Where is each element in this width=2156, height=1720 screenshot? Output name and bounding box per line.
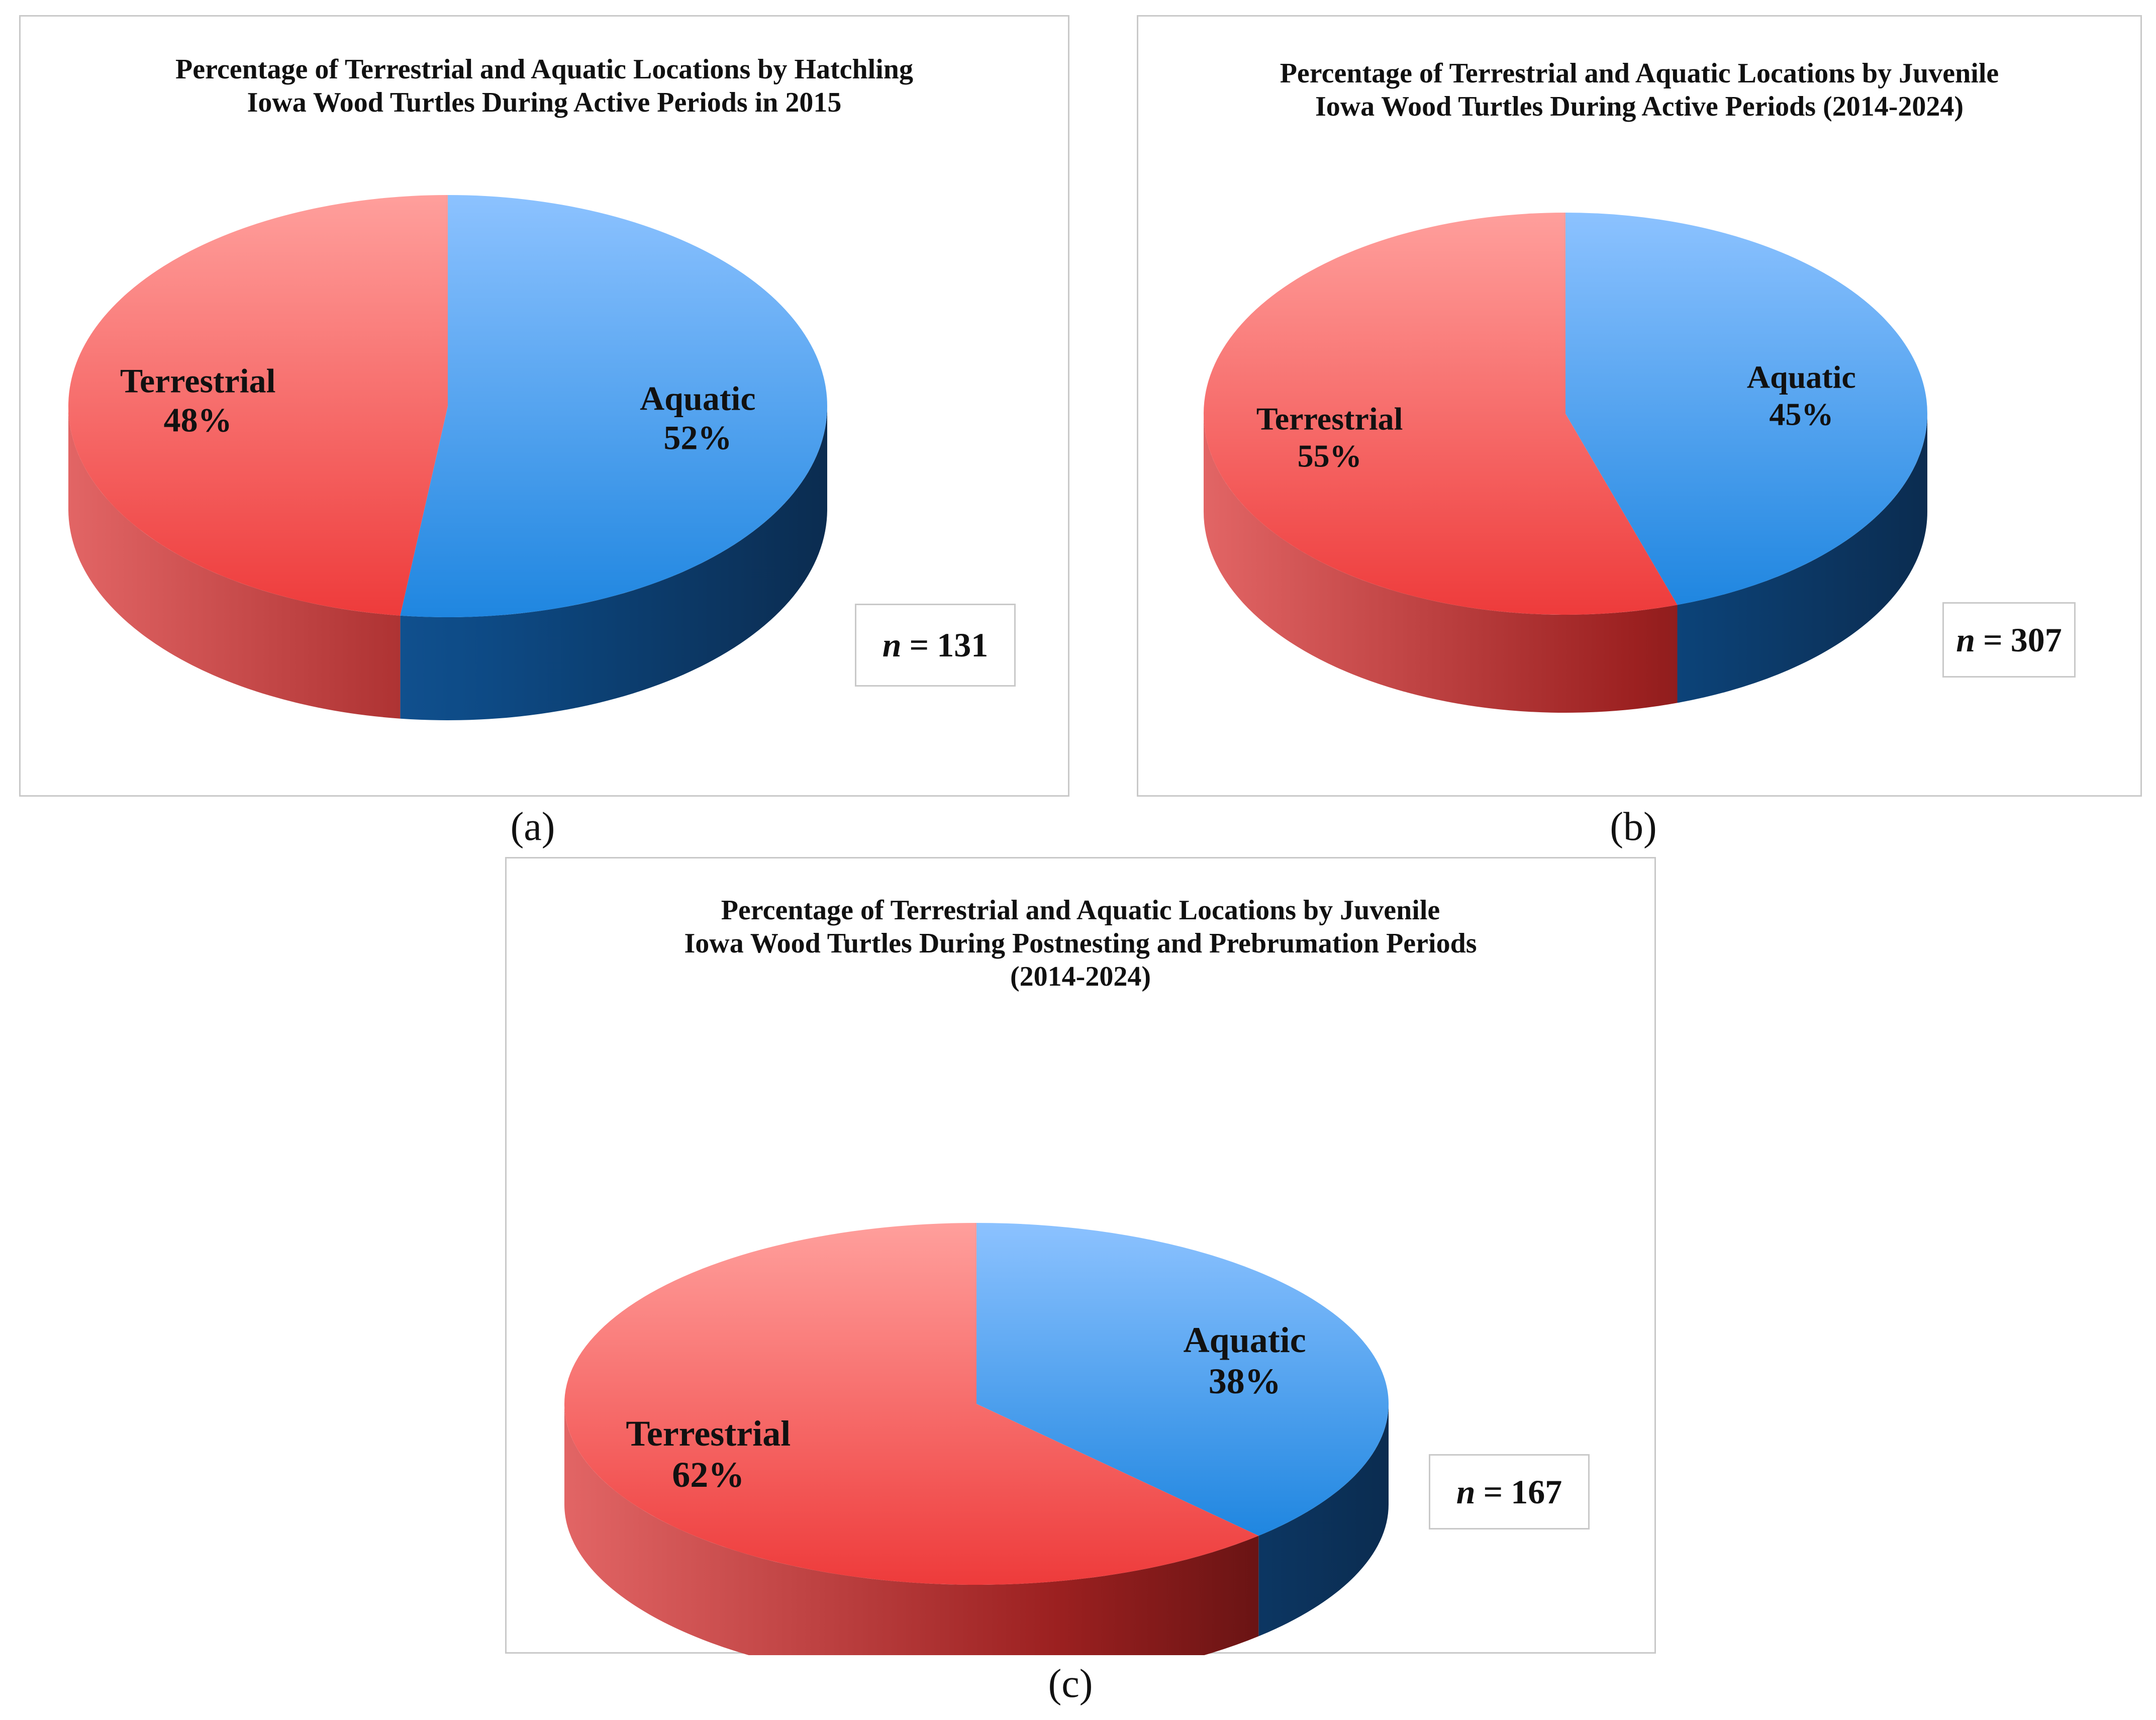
sample-size-box-c: n = 167 [1429, 1454, 1590, 1530]
sample-size-symbol: n [1956, 620, 1976, 659]
chart-panel-a: Percentage of Terrestrial and Aquatic Lo… [19, 15, 1069, 797]
slice-value-aquatic: 52% [663, 418, 732, 456]
panel-label-a: (a) [510, 805, 555, 849]
slice-value-terrestrial: 55% [1298, 438, 1362, 473]
pie-side-terrestrial [564, 1404, 1259, 1655]
chart-title-c: Percentage of Terrestrial and Aquatic Lo… [684, 895, 1477, 992]
sample-size-box-b: n = 307 [1942, 602, 2076, 678]
slice-label-terrestrial: Terrestrial [626, 1413, 791, 1454]
pie-side-aquatic [1677, 414, 1927, 703]
pie-side-terrestrial [1204, 414, 1678, 713]
pie-side-terrestrial [68, 406, 401, 719]
chart-panel-b: Percentage of Terrestrial and Aquatic Lo… [1137, 15, 2142, 797]
slice-value-terrestrial: 48% [164, 401, 232, 439]
chart-title-b: Percentage of Terrestrial and Aquatic Lo… [1280, 58, 1999, 122]
sample-size-equals: = [909, 626, 929, 664]
sample-size-box-a: n = 131 [855, 604, 1016, 687]
slice-label-terrestrial: Terrestrial [120, 362, 276, 400]
sample-size-equals: = [1983, 620, 2003, 659]
pie-slice-terrestrial [68, 195, 448, 616]
slice-label-aquatic: Aquatic [1184, 1320, 1306, 1360]
pie-side-aquatic [1258, 1404, 1389, 1637]
pie-side-aquatic [400, 406, 827, 721]
sample-size-value: 167 [1511, 1472, 1562, 1511]
sample-size-value: 131 [937, 626, 989, 664]
sample-size-value: 307 [2010, 620, 2062, 659]
pie-slice-terrestrial [1203, 213, 1678, 615]
chart-title-a: Percentage of Terrestrial and Aquatic Lo… [175, 54, 913, 118]
pie-slice-aquatic [976, 1223, 1389, 1536]
chart-panel-c: Percentage of Terrestrial and Aquatic Lo… [505, 857, 1656, 1655]
sample-size-symbol: n [1456, 1472, 1476, 1511]
slice-value-aquatic: 38% [1209, 1361, 1281, 1401]
slice-label-aquatic: Aquatic [640, 379, 755, 417]
slice-label-terrestrial: Terrestrial [1256, 401, 1403, 436]
sample-size-symbol: n [882, 626, 902, 664]
pie-slice-aquatic [1565, 213, 1927, 605]
panel-label-c: (c) [1048, 1662, 1093, 1706]
pie-slice-terrestrial [564, 1223, 1259, 1585]
slice-label-aquatic: Aquatic [1747, 359, 1856, 395]
slice-value-terrestrial: 62% [672, 1455, 744, 1495]
sample-size-equals: = [1483, 1472, 1503, 1511]
slice-value-aquatic: 45% [1769, 397, 1833, 432]
panel-label-b: (b) [1610, 805, 1657, 849]
pie-slice-aquatic [400, 195, 827, 617]
